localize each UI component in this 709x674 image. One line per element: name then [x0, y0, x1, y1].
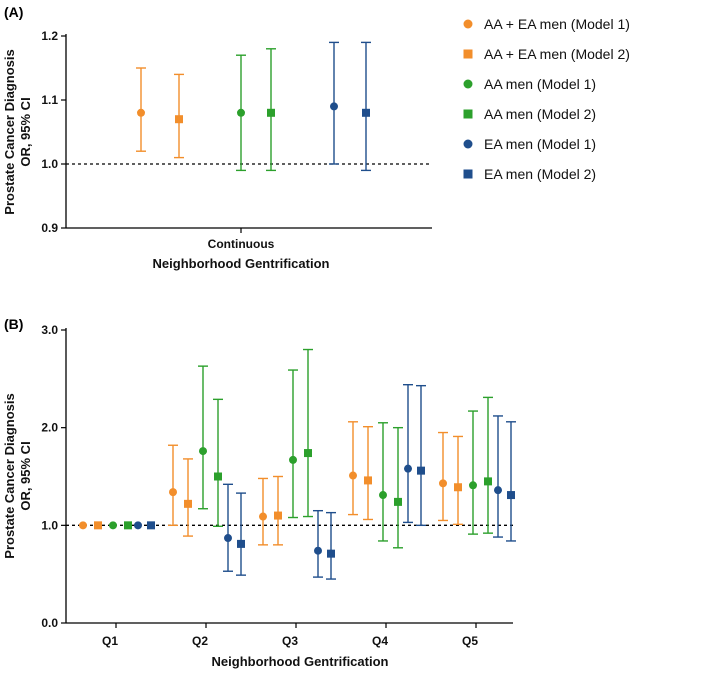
point-marker [484, 477, 492, 486]
y-tick-label: 3.0 [41, 323, 58, 337]
point-marker [289, 455, 297, 464]
point-marker [134, 521, 142, 530]
legend-marker [463, 19, 473, 29]
x-tick-label: Continuous [208, 237, 275, 251]
y-axis-title: Prostate Cancer Diagnosis [2, 393, 17, 558]
point-marker [137, 108, 145, 117]
point-marker [330, 102, 338, 111]
point-marker [124, 521, 132, 530]
legend-marker [463, 139, 473, 149]
point-marker [214, 472, 222, 481]
point-marker [94, 521, 102, 530]
y-axis-title-line2: OR, 95% CI [18, 441, 33, 510]
point-marker [259, 512, 267, 521]
point-marker [199, 447, 207, 456]
y-tick-label: 0.0 [41, 616, 58, 630]
point-marker [274, 511, 282, 520]
legend-marker [463, 79, 473, 89]
y-tick-label: 1.1 [41, 93, 58, 107]
legend-marker [463, 109, 473, 119]
point-marker [184, 499, 192, 508]
point-marker [314, 546, 322, 555]
point-marker [109, 521, 117, 530]
point-marker [379, 491, 387, 500]
point-marker [417, 466, 425, 475]
y-tick-label: 0.9 [41, 221, 58, 235]
point-marker [454, 483, 462, 492]
x-tick-label: Q3 [282, 634, 298, 648]
legend: AA + EA men (Model 1) AA + EA men (Model … [463, 16, 630, 182]
panel-a: (A) 0.9 1.0 1.1 1.2 Continuous Neighborhood Ge… [2, 4, 432, 271]
point-marker [267, 108, 275, 117]
legend-label: AA + EA men (Model 2) [484, 46, 630, 62]
legend-label: AA men (Model 2) [484, 106, 596, 122]
x-axis-title: Neighborhood Gentrification [153, 256, 330, 271]
point-marker [304, 449, 312, 458]
y-tick-label: 1.2 [41, 29, 58, 43]
point-marker [349, 471, 357, 480]
y-axis-title: Prostate Cancer Diagnosis [2, 49, 17, 214]
x-tick-label: Q4 [372, 634, 388, 648]
point-marker [175, 115, 183, 124]
point-marker [327, 549, 335, 558]
point-marker [237, 108, 245, 117]
panel-label: (A) [4, 4, 23, 20]
legend-marker [463, 169, 473, 179]
legend-label: EA men (Model 1) [484, 136, 596, 152]
point-marker [147, 521, 155, 530]
x-tick-label: Q2 [192, 634, 208, 648]
legend-marker [463, 49, 473, 59]
legend-label: EA men (Model 2) [484, 166, 596, 182]
point-marker [507, 491, 515, 500]
y-tick-label: 1.0 [41, 157, 58, 171]
point-marker [79, 521, 87, 530]
point-marker [362, 108, 370, 117]
point-marker [364, 476, 372, 485]
point-marker [237, 539, 245, 548]
point-marker [494, 486, 502, 495]
x-axis-title: Neighborhood Gentrification [212, 654, 389, 669]
panel-b: (B) 0.0 1.0 2.0 3.0 Q1 Q2 Q3 Q4 Q5 Neighborhood Ge… [2, 316, 516, 669]
x-tick-label: Q1 [102, 634, 118, 648]
point-marker [224, 534, 232, 543]
y-tick-label: 2.0 [41, 421, 58, 435]
point-marker [169, 488, 177, 497]
y-axis-title-line2: OR, 95% CI [18, 97, 33, 166]
point-marker [404, 464, 412, 473]
panel-label: (B) [4, 316, 23, 332]
x-tick-label: Q5 [462, 634, 478, 648]
point-marker [469, 481, 477, 490]
legend-label: AA men (Model 1) [484, 76, 596, 92]
point-marker [439, 479, 447, 488]
point-marker [394, 497, 402, 506]
y-tick-label: 1.0 [41, 518, 58, 532]
legend-label: AA + EA men (Model 1) [484, 16, 630, 32]
